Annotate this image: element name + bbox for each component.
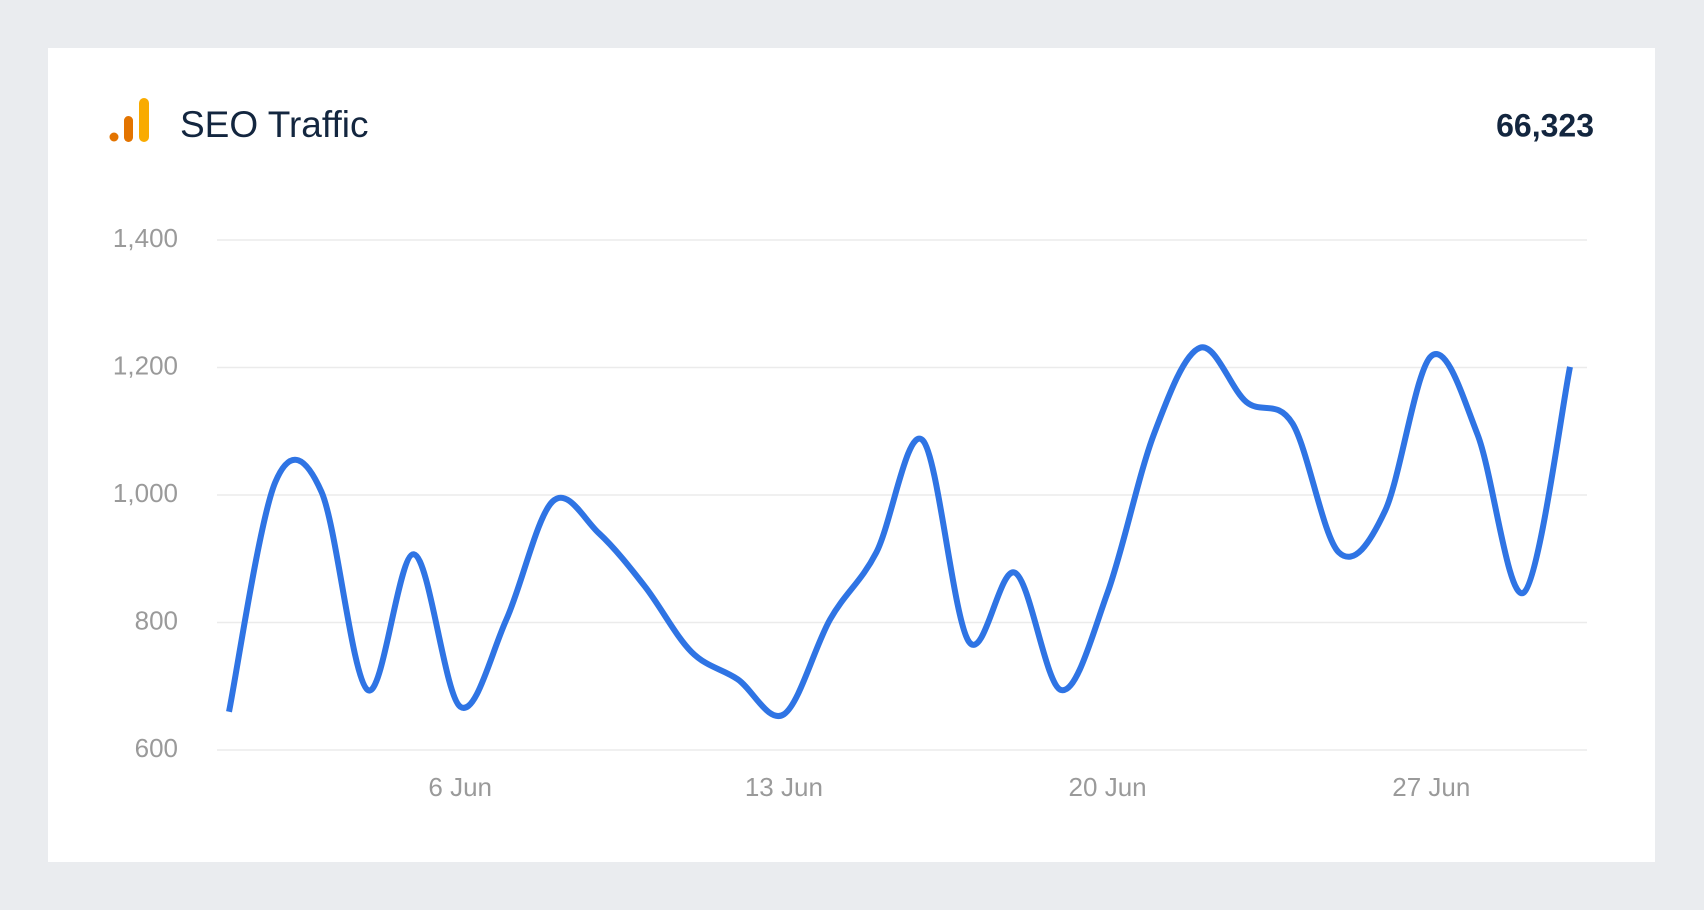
icon-bar xyxy=(124,116,133,142)
x-tick-label: 20 Jun xyxy=(1069,772,1147,802)
x-tick-label: 27 Jun xyxy=(1392,772,1470,802)
icon-dot xyxy=(109,132,119,142)
y-tick-label: 1,000 xyxy=(113,478,178,508)
analytics-icon xyxy=(109,98,149,142)
y-tick-label: 1,400 xyxy=(113,223,178,253)
x-tick-label: 13 Jun xyxy=(745,772,823,802)
x-tick-label: 6 Jun xyxy=(428,772,492,802)
card xyxy=(48,48,1655,862)
y-tick-label: 800 xyxy=(135,605,178,635)
y-tick-label: 1,200 xyxy=(113,350,178,380)
y-tick-label: 600 xyxy=(135,733,178,763)
chart-title: SEO Traffic xyxy=(180,104,369,145)
icon-bar xyxy=(139,98,149,142)
line xyxy=(226,344,1573,720)
total-value: 66,323 xyxy=(1496,107,1594,143)
